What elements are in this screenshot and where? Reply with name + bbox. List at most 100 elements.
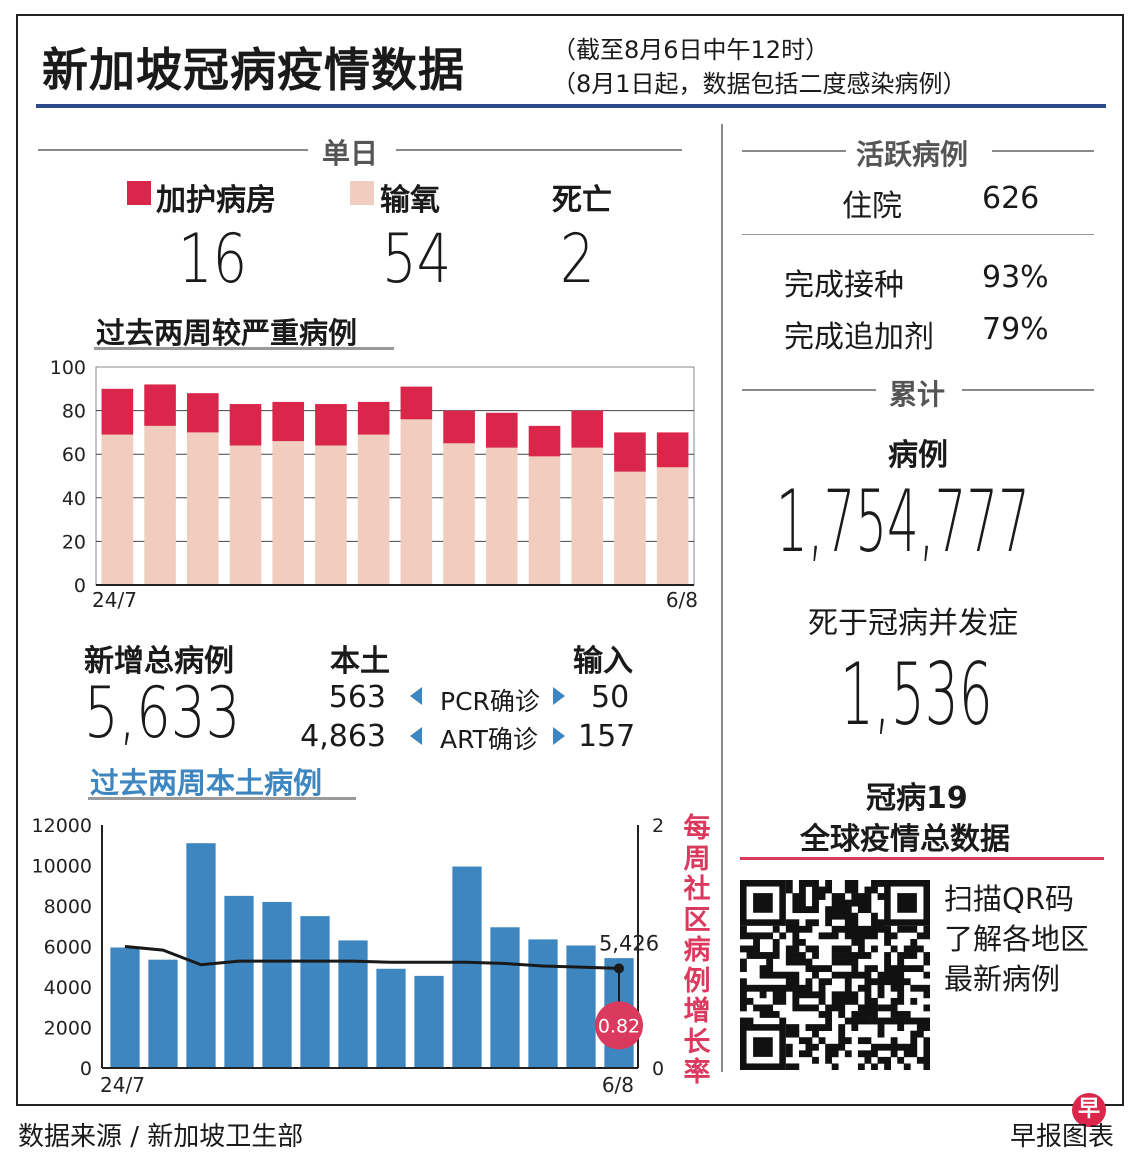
qr-module: [897, 1043, 905, 1051]
qr-module: [877, 880, 885, 887]
qr-module: [844, 984, 852, 992]
qr-module: [871, 932, 878, 940]
qr-module: [825, 1004, 833, 1012]
qr-module: [864, 893, 872, 900]
qr-module: [864, 1017, 872, 1025]
qr-module: [798, 984, 806, 992]
qr-module: [772, 997, 780, 1005]
oxygen-value: 54: [382, 220, 452, 299]
qr-module: [766, 1011, 774, 1018]
qr-module: [923, 971, 930, 979]
qr-module: [897, 925, 905, 933]
qr-module: [753, 984, 760, 992]
qr-module: [851, 925, 859, 933]
daily-section-label: 单日: [322, 137, 379, 170]
oxygen-bar: [357, 434, 390, 585]
qr-module: [818, 1011, 826, 1018]
local-cases-bar: [262, 901, 292, 1068]
active-section-label: 活跃病例: [856, 138, 969, 171]
booster-label: 完成追加剂: [784, 320, 934, 355]
qr-module: [903, 1063, 911, 1070]
qr-module: [766, 958, 774, 966]
qr-module: [812, 906, 819, 914]
qr-module: [831, 1043, 839, 1051]
qr-module: [805, 925, 813, 933]
qr-module: [792, 991, 800, 999]
qr-module: [792, 932, 800, 940]
qr-module: [871, 1004, 878, 1012]
qr-code[interactable]: [740, 880, 930, 1070]
qr-module: [831, 958, 839, 966]
credit-note: 早报图表: [1010, 1122, 1115, 1152]
qr-module: [916, 932, 924, 940]
qr-module: [759, 991, 767, 999]
qr-module: [805, 945, 813, 953]
qr-module: [864, 906, 872, 914]
hospitalized-value: 626: [982, 181, 1040, 216]
local-title-underline: [88, 797, 356, 800]
qr-module: [910, 938, 918, 946]
qr-module: [812, 952, 819, 959]
qr-module: [916, 1017, 924, 1025]
cumulative-cases-label: 病例: [888, 438, 948, 473]
qr-module: [759, 932, 767, 940]
qr-module: [844, 932, 852, 940]
oxygen-bar: [101, 434, 134, 585]
qr-module: [923, 991, 930, 999]
oxygen-label: 输氧: [380, 183, 440, 218]
qr-module: [844, 997, 852, 1005]
growth-rate-axis-label: 每周社区病例增长率: [683, 813, 711, 1088]
qr-module: [871, 912, 878, 920]
local-cases-bar: [338, 940, 368, 1068]
local-chart-title: 过去两周本土病例: [90, 766, 323, 800]
qr-module: [923, 1037, 930, 1045]
qr-module: [851, 938, 859, 946]
qr-module: [838, 952, 846, 959]
qr-module: [897, 1024, 905, 1031]
section-rule-left: [742, 150, 846, 152]
qr-module: [792, 1004, 800, 1012]
icu-bar: [656, 432, 689, 468]
section-rule-right: [396, 149, 682, 151]
qr-module: [785, 1063, 793, 1070]
qr-module: [753, 945, 760, 953]
qr-module: [910, 984, 918, 992]
qr-module: [923, 1063, 930, 1070]
qr-module: [766, 984, 774, 992]
icu-bar: [443, 410, 475, 444]
qr-module: [884, 958, 891, 966]
page-title: 新加坡冠病疫情数据: [42, 43, 465, 97]
y-tick-label: 40: [62, 488, 86, 510]
qr-module: [785, 925, 793, 933]
local-cases-bar: [224, 895, 254, 1068]
qr-module: [851, 971, 859, 979]
qr-module: [864, 997, 872, 1005]
qr-module: [792, 919, 800, 927]
y-tick-label: 12000: [32, 815, 92, 837]
qr-module: [838, 1037, 846, 1045]
qr-module: [838, 1004, 846, 1012]
qr-module: [910, 952, 918, 959]
global-title-line2: 全球疫情总数据: [800, 822, 1010, 857]
qr-module: [838, 912, 846, 920]
new-cases-label: 新增总病例: [84, 644, 234, 679]
qr-module: [825, 965, 833, 973]
qr-module: [825, 912, 833, 920]
qr-module: [825, 919, 833, 927]
growth-rate-badge-label: 0.82: [598, 1015, 640, 1037]
qr-module: [851, 919, 859, 927]
qr-module: [838, 971, 846, 979]
qr-module: [923, 925, 930, 933]
icu-bar: [357, 401, 390, 435]
qr-module: [877, 1030, 885, 1038]
qr-module: [753, 932, 760, 940]
local-cases-bar: [490, 927, 520, 1068]
icu-value: 16: [178, 220, 248, 299]
qr-module: [877, 984, 885, 992]
qr-module: [877, 978, 885, 986]
pcr-label: PCR确诊: [440, 687, 540, 716]
qr-module: [805, 984, 813, 992]
qr-module: [897, 971, 905, 979]
qr-module: [864, 965, 872, 973]
section-rule-right: [992, 150, 1094, 152]
